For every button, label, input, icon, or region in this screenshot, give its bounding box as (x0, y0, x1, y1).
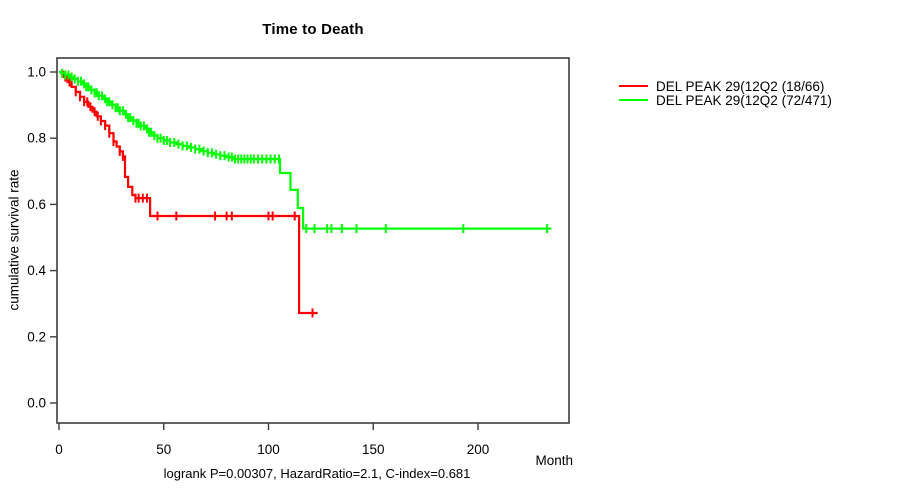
y-tick-label: 0.4 (27, 263, 46, 278)
y-tick-label: 1.0 (27, 65, 46, 80)
plot-frame (56, 57, 570, 424)
x-tick-label: 150 (362, 442, 385, 457)
y-tick-label: 0.2 (27, 329, 46, 344)
legend-line-red (619, 84, 648, 88)
legend-item-group2: DEL PEAK 29(12Q2 (72/471) (619, 92, 832, 108)
y-axis-label: cumulative survival rate (6, 169, 22, 311)
chart-title: Time to Death (262, 21, 364, 38)
y-tick-label: 0.8 (27, 131, 46, 146)
legend: DEL PEAK 29(12Q2 (18/66) DEL PEAK 29(12Q… (619, 78, 832, 108)
survival-curve-green (59, 70, 552, 230)
stats-annotation: logrank P=0.00307, HazardRatio=2.1, C-in… (163, 466, 471, 481)
y-tick-label: 0.0 (27, 396, 46, 411)
legend-line-green (619, 98, 648, 102)
x-tick-label: 100 (257, 442, 280, 457)
x-axis-label: Month (535, 453, 573, 468)
x-tick-label: 0 (55, 442, 63, 457)
survival-curve-red (59, 70, 318, 315)
legend-label-group2: DEL PEAK 29(12Q2 (72/471) (656, 92, 832, 108)
y-tick-label: 0.6 (27, 197, 46, 212)
x-tick-label: 50 (156, 442, 171, 457)
legend-item-group1: DEL PEAK 29(12Q2 (18/66) (619, 78, 832, 94)
x-tick-label: 200 (467, 442, 490, 457)
legend-label-group1: DEL PEAK 29(12Q2 (18/66) (656, 78, 825, 94)
